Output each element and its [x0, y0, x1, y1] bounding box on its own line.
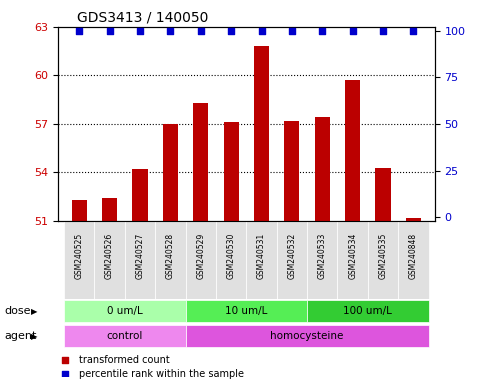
Bar [375, 168, 391, 221]
Point [75, 28, 83, 34]
Point [106, 28, 114, 34]
Point [311, 208, 319, 214]
Bar [406, 218, 421, 221]
Bar [163, 124, 178, 221]
FancyBboxPatch shape [64, 325, 185, 348]
Text: 10 um/L: 10 um/L [225, 306, 268, 316]
Point [257, 28, 265, 34]
Point [410, 28, 417, 34]
Text: control: control [107, 331, 143, 341]
FancyBboxPatch shape [307, 221, 338, 299]
Text: GSM240529: GSM240529 [196, 233, 205, 279]
Bar [315, 118, 330, 221]
FancyBboxPatch shape [64, 221, 94, 299]
Bar [345, 80, 360, 221]
Bar [132, 169, 148, 221]
Text: GSM240535: GSM240535 [379, 233, 387, 279]
FancyBboxPatch shape [368, 221, 398, 299]
Bar [224, 122, 239, 221]
Text: GSM240533: GSM240533 [318, 233, 327, 279]
FancyBboxPatch shape [338, 221, 368, 299]
Text: percentile rank within the sample: percentile rank within the sample [79, 369, 244, 379]
Point [349, 28, 356, 34]
Point [136, 28, 144, 34]
FancyBboxPatch shape [155, 221, 185, 299]
Point [227, 28, 235, 34]
Text: GSM240531: GSM240531 [257, 233, 266, 279]
FancyBboxPatch shape [125, 221, 155, 299]
Bar [193, 103, 208, 221]
Text: ▶: ▶ [31, 307, 38, 316]
Point [379, 28, 387, 34]
FancyBboxPatch shape [277, 221, 307, 299]
Text: 100 um/L: 100 um/L [343, 306, 392, 316]
FancyBboxPatch shape [185, 325, 428, 348]
Text: dose: dose [5, 306, 31, 316]
Text: GSM240526: GSM240526 [105, 233, 114, 279]
FancyBboxPatch shape [216, 221, 246, 299]
Text: GSM240534: GSM240534 [348, 233, 357, 279]
Bar [102, 199, 117, 221]
Text: GSM240530: GSM240530 [227, 233, 236, 279]
Text: homocysteine: homocysteine [270, 331, 344, 341]
FancyBboxPatch shape [246, 221, 277, 299]
Text: GSM240527: GSM240527 [136, 233, 144, 279]
Point [288, 28, 296, 34]
Text: GSM240525: GSM240525 [75, 233, 84, 279]
Point [311, 334, 319, 340]
FancyBboxPatch shape [185, 221, 216, 299]
FancyBboxPatch shape [398, 221, 428, 299]
Point [167, 28, 174, 34]
Text: GDS3413 / 140050: GDS3413 / 140050 [77, 10, 208, 24]
Text: transformed count: transformed count [79, 355, 170, 365]
Text: ▶: ▶ [31, 332, 38, 341]
Point [318, 28, 326, 34]
Bar [71, 200, 87, 221]
Point [197, 28, 205, 34]
Bar [284, 121, 299, 221]
Text: agent: agent [5, 331, 37, 341]
Text: GSM240532: GSM240532 [287, 233, 297, 279]
Bar [254, 46, 269, 221]
FancyBboxPatch shape [64, 300, 185, 323]
Text: 0 um/L: 0 um/L [107, 306, 142, 316]
FancyBboxPatch shape [94, 221, 125, 299]
Text: GSM240848: GSM240848 [409, 233, 418, 279]
FancyBboxPatch shape [307, 300, 428, 323]
Text: GSM240528: GSM240528 [166, 233, 175, 279]
FancyBboxPatch shape [185, 300, 307, 323]
